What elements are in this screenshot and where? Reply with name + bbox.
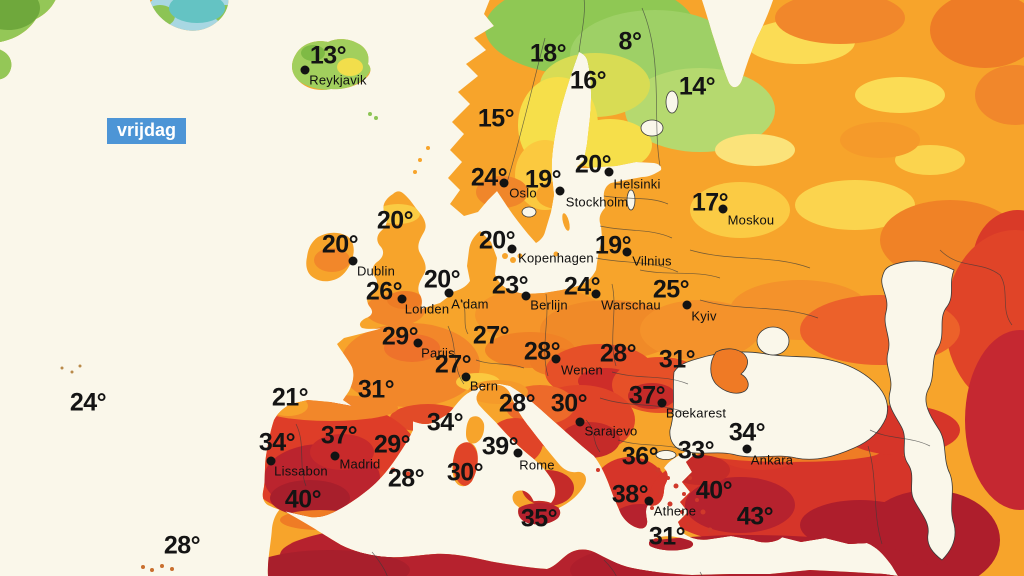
crimea [710, 348, 749, 394]
lake-peipus [626, 189, 636, 211]
sea-of-azov [756, 326, 790, 356]
inland-seas [521, 90, 956, 561]
lake-vanern [521, 206, 537, 218]
country-borders [295, 0, 1013, 576]
small-islands [60, 112, 713, 572]
caspian-sea [881, 260, 956, 561]
sea-of-marmara [655, 450, 677, 460]
lake-onega [665, 90, 679, 114]
day-badge: vrijdag [107, 118, 187, 144]
lake-ladoga [640, 119, 664, 137]
